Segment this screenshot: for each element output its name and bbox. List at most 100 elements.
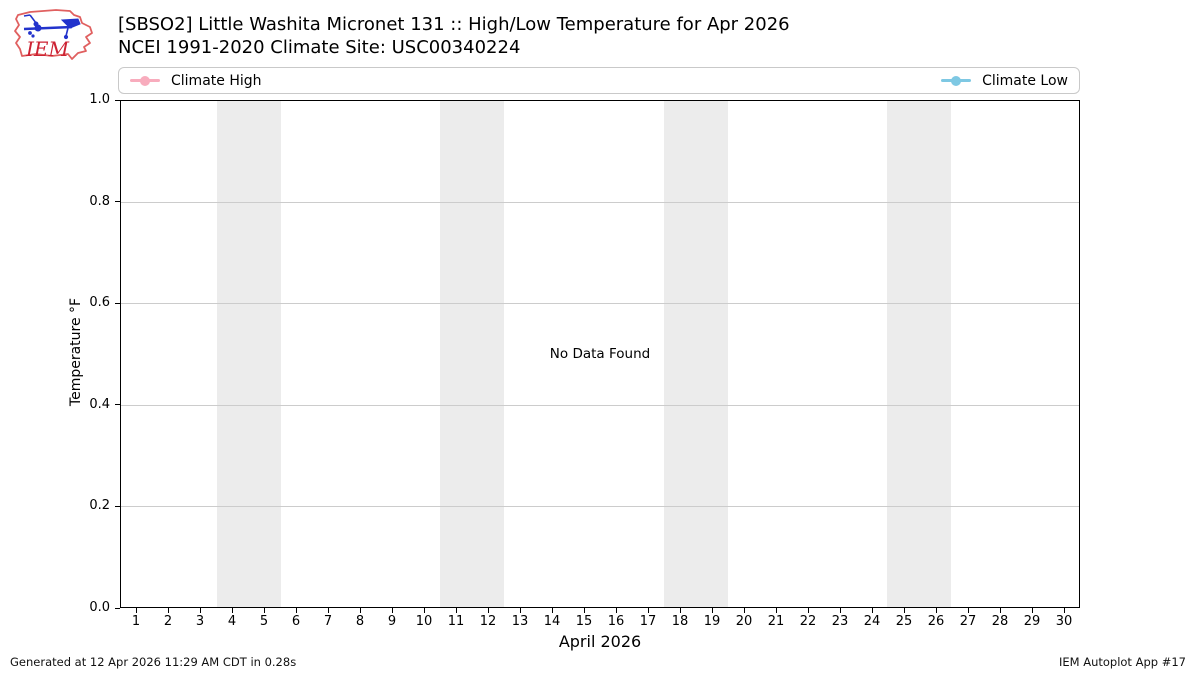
legend-item-climate-high: Climate High — [130, 73, 262, 89]
weekend-shading-band — [663, 101, 728, 607]
x-tick-label: 11 — [447, 614, 465, 629]
x-tick-mark — [551, 608, 553, 613]
x-tick-mark — [263, 608, 265, 613]
y-tick-label: 0.2 — [89, 498, 110, 514]
x-tick-label: 27 — [959, 614, 977, 629]
x-tick-mark — [679, 608, 681, 613]
x-tick-label: 29 — [1023, 614, 1041, 629]
x-tick-label: 5 — [259, 614, 269, 629]
x-tick-label: 18 — [671, 614, 689, 629]
x-tick-mark — [1063, 608, 1065, 613]
x-tick-label: 24 — [863, 614, 881, 629]
y-gridline — [121, 505, 1079, 507]
x-tick-label: 1 — [131, 614, 141, 629]
x-tick-label: 12 — [479, 614, 497, 629]
iowa-outline — [14, 9, 93, 60]
y-tick-label: 0.6 — [89, 295, 110, 311]
y-tick-label: 0.8 — [89, 193, 110, 209]
x-tick-label: 10 — [415, 614, 433, 629]
plot-area: No Data Found — [120, 100, 1080, 608]
x-tick-mark — [231, 608, 233, 613]
x-tick-mark — [647, 608, 649, 613]
x-tick-mark — [423, 608, 425, 613]
y-tick-label: 1.0 — [89, 92, 110, 107]
x-tick-label: 8 — [355, 614, 365, 629]
no-data-message: No Data Found — [549, 346, 651, 362]
x-tick-mark — [935, 608, 937, 613]
x-tick-label: 3 — [195, 614, 205, 629]
x-tick-label: 30 — [1055, 614, 1073, 629]
x-tick-mark — [871, 608, 873, 613]
x-tick-mark — [999, 608, 1001, 613]
x-tick-label: 19 — [703, 614, 721, 629]
legend-item-climate-low: Climate Low — [941, 73, 1068, 89]
x-tick-mark — [487, 608, 489, 613]
y-tick-label: 0.0 — [89, 600, 110, 615]
x-tick-label: 23 — [831, 614, 849, 629]
x-tick-mark — [519, 608, 521, 613]
x-tick-label: 17 — [639, 614, 657, 629]
x-tick-mark — [359, 608, 361, 613]
climate-high-marker — [130, 75, 160, 86]
iem-logo-text: IEM — [25, 37, 70, 61]
x-axis-label: April 2026 — [558, 632, 642, 651]
footer-generated-text: Generated at 12 Apr 2026 11:29 AM CDT in… — [10, 655, 297, 669]
x-tick-label: 20 — [735, 614, 753, 629]
x-tick-mark — [711, 608, 713, 613]
x-tick-label: 9 — [387, 614, 397, 629]
x-tick-mark — [839, 608, 841, 613]
figure-title: [SBSO2] Little Washita Micronet 131 :: H… — [118, 14, 790, 35]
x-tick-mark — [199, 608, 201, 613]
x-tick-mark — [615, 608, 617, 613]
x-tick-mark — [743, 608, 745, 613]
x-tick-mark — [967, 608, 969, 613]
weekend-shading-band — [887, 101, 952, 607]
legend-label-climate-high: Climate High — [171, 72, 262, 89]
x-tick-mark — [391, 608, 393, 613]
legend-label-climate-low: Climate Low — [982, 72, 1068, 89]
footer-app-text: IEM Autoplot App #17 — [1058, 655, 1186, 669]
x-tick-label: 25 — [895, 614, 913, 629]
x-tick-label: 4 — [227, 614, 237, 629]
x-tick-mark — [1031, 608, 1033, 613]
x-tick-mark — [807, 608, 809, 613]
x-tick-mark — [167, 608, 169, 613]
y-tick-mark — [115, 607, 120, 609]
x-tick-mark — [327, 608, 329, 613]
x-tick-mark — [775, 608, 777, 613]
x-tick-label: 7 — [323, 614, 333, 629]
figure-subtitle: NCEI 1991-2020 Climate Site: USC00340224 — [118, 37, 521, 58]
weekend-shading-band — [216, 101, 281, 607]
climate-low-dot — [951, 75, 962, 86]
title-block: [SBSO2] Little Washita Micronet 131 :: H… — [118, 13, 790, 59]
y-tick-label: 0.4 — [89, 396, 110, 412]
y-tick-mark — [115, 201, 120, 203]
x-tick-mark — [455, 608, 457, 613]
weather-vane-icon — [23, 14, 81, 40]
x-tick-label: 13 — [511, 614, 529, 629]
y-tick-mark — [115, 505, 120, 507]
climate-high-dot — [140, 75, 150, 86]
x-tick-label: 2 — [163, 614, 173, 629]
weekend-shading-band — [440, 101, 505, 607]
legend: Climate High Climate Low — [118, 67, 1080, 94]
x-tick-label: 6 — [291, 614, 301, 629]
x-tick-label: 28 — [991, 614, 1009, 629]
x-tick-mark — [295, 608, 297, 613]
x-tick-mark — [903, 608, 905, 613]
x-tick-label: 22 — [799, 614, 817, 629]
y-gridline — [121, 303, 1079, 305]
x-tick-mark — [135, 608, 137, 613]
y-axis-label: Temperature °F — [68, 297, 84, 407]
y-tick-mark — [115, 302, 120, 304]
x-tick-label: 16 — [607, 614, 625, 629]
climate-low-marker — [941, 75, 972, 86]
y-gridline — [121, 404, 1079, 406]
x-tick-mark — [583, 608, 585, 613]
x-tick-label: 21 — [767, 614, 785, 629]
x-tick-label: 14 — [543, 614, 561, 629]
iem-logo: IEM — [14, 9, 93, 61]
y-gridline — [121, 202, 1079, 204]
x-tick-label: 26 — [927, 614, 945, 629]
